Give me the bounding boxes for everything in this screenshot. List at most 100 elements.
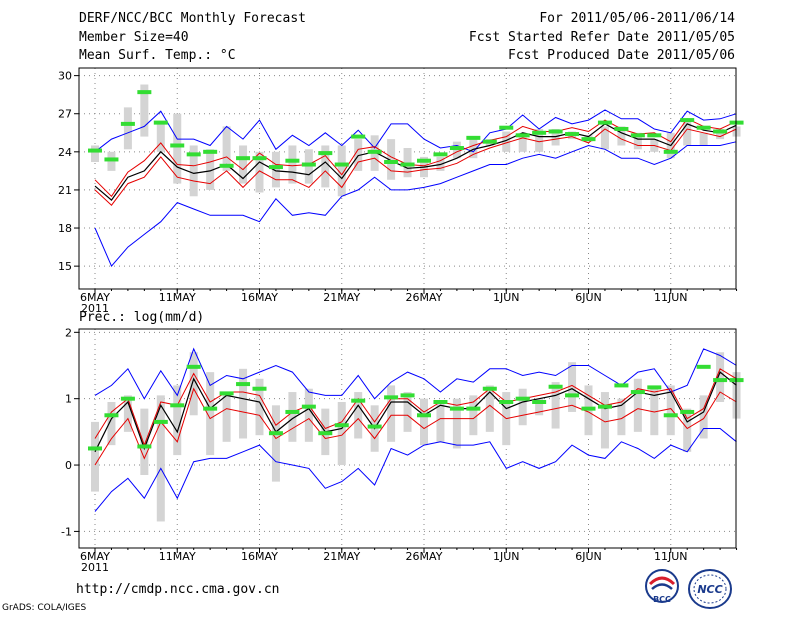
y-tick-label: 15 (58, 260, 72, 273)
chart-title: DERF/NCC/BCC Monthly Forecast (79, 11, 306, 26)
median-marker (367, 424, 382, 429)
variable-label: Mean Surf. Temp.: °C (79, 48, 236, 63)
quartile-box (518, 132, 527, 152)
quartile-box (716, 128, 725, 140)
median-marker (219, 163, 234, 168)
median-marker (104, 413, 119, 418)
median-marker (236, 382, 251, 387)
median-marker (351, 134, 366, 139)
median-marker (88, 148, 102, 153)
median-marker (203, 406, 218, 411)
median-marker (400, 162, 415, 167)
quartile-box (617, 126, 626, 146)
median-marker (301, 404, 316, 409)
median-marker (186, 152, 201, 157)
quartile-box (140, 84, 149, 137)
quartile-box (633, 378, 642, 432)
quartile-box (173, 385, 182, 456)
x-tick-label: 6MAY (80, 291, 110, 304)
quartile-box (716, 352, 725, 402)
median-marker (351, 398, 366, 403)
median-marker (153, 419, 168, 424)
source-url[interactable]: http://cmdp.ncc.cma.gov.cn (76, 582, 280, 597)
forecast-started-date: Fcst Started Refer Date 2011/05/05 (468, 30, 735, 45)
quartile-box (156, 122, 165, 152)
x-tick-label: 16MAY (241, 550, 278, 563)
upper-sd-line (94, 118, 737, 198)
median-marker (466, 406, 481, 411)
quartile-box (173, 113, 182, 184)
quartile-box (502, 131, 511, 152)
median-marker (433, 152, 448, 157)
median-marker (565, 132, 580, 137)
median-marker (334, 162, 349, 167)
x-year-label: 2011 (81, 561, 109, 574)
min-line (94, 141, 737, 268)
median-marker (713, 129, 728, 134)
median-marker (614, 383, 629, 388)
y-tick-label: -1 (61, 525, 72, 538)
median-marker (203, 149, 218, 154)
y-tick-label: 18 (58, 222, 72, 235)
median-marker (482, 386, 497, 391)
lower-sd-line (94, 128, 737, 206)
bcc-logo: BCC (645, 569, 679, 604)
median-marker (597, 404, 612, 409)
median-marker (499, 125, 514, 130)
median-marker (548, 384, 563, 389)
member-size: Member Size=40 (79, 30, 189, 45)
x-tick-label: 11JUN (654, 550, 688, 563)
quartile-box (337, 402, 346, 466)
median-marker (301, 162, 316, 167)
precip-panel-title: Prec.: log(mm/d) (79, 310, 205, 325)
median-marker (384, 395, 399, 400)
median-marker (120, 396, 135, 401)
quartile-box (535, 128, 544, 152)
median-marker (433, 400, 448, 404)
quartile-box (683, 408, 692, 452)
median-marker (170, 403, 185, 408)
x-tick-label: 21MAY (323, 291, 360, 304)
median-marker (285, 158, 300, 163)
median-marker (334, 423, 349, 428)
quartile-box (255, 378, 264, 436)
median-marker (597, 120, 612, 125)
median-marker (252, 386, 267, 391)
ncc-logo: NCC (688, 569, 732, 609)
quartile-box (123, 107, 132, 150)
quartile-box (271, 405, 280, 482)
median-marker (663, 413, 678, 418)
quartile-box (156, 395, 165, 522)
panel-temp: 15 18 21 24 27 30 6MAY 11MAY 16MAY 21MAY 26MAY 1JUN… (58, 67, 744, 315)
x-tick-label: 26MAY (406, 291, 443, 304)
forecast-period: For 2011/05/06-2011/06/14 (539, 11, 735, 26)
quartile-box (387, 385, 396, 442)
quartile-box (518, 388, 527, 426)
x-tick-label: 6JUN (575, 550, 602, 563)
quartile-box (535, 398, 544, 416)
median-marker (252, 156, 267, 161)
median-marker (104, 157, 119, 162)
quartile-box (699, 395, 708, 439)
x-tick-label: 21MAY (323, 550, 360, 563)
quartile-box (666, 385, 675, 436)
quartile-box (304, 388, 313, 442)
median-marker (532, 130, 547, 135)
quartile-box (600, 392, 609, 449)
quartile-box (288, 145, 297, 184)
quartile-box (551, 382, 560, 429)
upper-sd-line (94, 368, 737, 447)
median-marker (647, 385, 662, 390)
median-marker (236, 156, 251, 161)
x-year-label: 2011 (81, 302, 109, 315)
median-marker (729, 378, 744, 383)
bcc-logo-text: BCC (653, 595, 671, 604)
median-marker (663, 149, 678, 154)
median-marker (153, 120, 168, 125)
quartile-box (403, 392, 412, 432)
quartile-box (107, 402, 116, 446)
quartile-box (452, 398, 461, 449)
quartile-box (222, 126, 231, 171)
median-marker (515, 133, 530, 138)
quartile-box (600, 126, 609, 150)
